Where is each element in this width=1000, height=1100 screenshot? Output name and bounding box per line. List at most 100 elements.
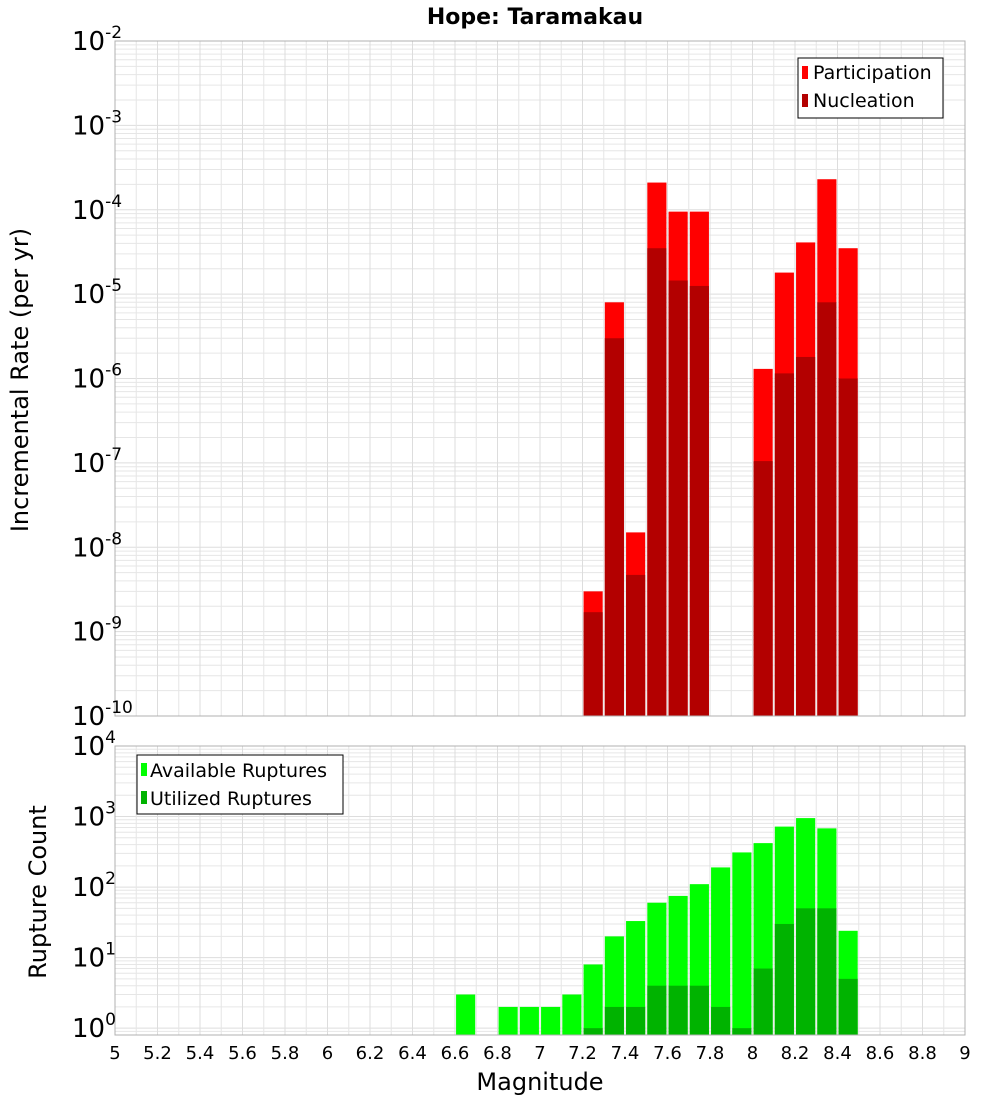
y-tick-base: 10	[72, 449, 105, 479]
y-tick-base: 10	[72, 1014, 105, 1044]
bar-available	[519, 1006, 539, 1035]
x-tick-label: 7	[534, 1043, 545, 1064]
bar-available	[498, 1006, 518, 1035]
y-tick-label: 100	[72, 1010, 116, 1044]
x-tick-label: 6.6	[441, 1043, 470, 1064]
top-plot-frame	[114, 40, 966, 717]
top-legend-box	[797, 57, 944, 119]
bar-nucleation	[668, 280, 688, 716]
top-bars	[583, 179, 858, 717]
bar-nucleation	[689, 285, 709, 716]
y-tick-base: 10	[72, 732, 105, 762]
y-tick-label: 10-9	[72, 614, 122, 648]
x-axis-label: Magnitude	[476, 1068, 603, 1096]
x-tick-label: 6	[322, 1043, 333, 1064]
y-tick-base: 10	[72, 27, 105, 57]
bar-utilized	[711, 1006, 731, 1035]
legend-swatch-participation	[802, 66, 808, 79]
y-tick-label: 101	[72, 940, 116, 974]
x-tick-label: 6.8	[483, 1043, 512, 1064]
x-tick-label: 5	[109, 1043, 120, 1064]
legend-label-nucleation: Nucleation	[813, 90, 915, 112]
bar-available	[583, 964, 603, 1035]
y-tick-label: 104	[72, 728, 116, 762]
bar-nucleation	[647, 248, 667, 717]
bar-nucleation	[753, 461, 773, 716]
top-y-axis-label: Incremental Rate (per yr)	[6, 228, 34, 532]
bar-nucleation	[604, 338, 624, 716]
bar-utilized	[796, 908, 816, 1035]
legend-swatch-utilized	[141, 791, 147, 804]
y-tick-exponent: 4	[105, 728, 116, 748]
y-tick-label: 10-4	[72, 192, 122, 226]
bar-available	[562, 994, 582, 1035]
y-tick-label: 10-10	[72, 698, 133, 732]
y-tick-label: 10-6	[72, 361, 122, 395]
legend-label-participation: Participation	[813, 62, 932, 84]
y-tick-base: 10	[72, 944, 105, 974]
legend-swatch-available	[141, 763, 147, 776]
x-tick-label: 7.4	[611, 1043, 640, 1064]
x-tick-label: 5.6	[228, 1043, 257, 1064]
y-tick-exponent: -10	[105, 698, 133, 718]
x-tick-label: 8	[747, 1043, 758, 1064]
bar-nucleation	[838, 378, 858, 716]
bottom-legend-box	[136, 754, 344, 815]
y-tick-base: 10	[72, 365, 105, 395]
y-tick-exponent: -2	[105, 23, 122, 43]
y-tick-base: 10	[72, 196, 105, 226]
y-tick-base: 10	[72, 533, 105, 563]
y-tick-exponent: -8	[105, 529, 122, 549]
y-tick-label: 103	[72, 799, 116, 833]
bottom-plot-frame	[114, 745, 966, 1036]
bar-utilized	[647, 985, 667, 1035]
y-tick-exponent: -5	[105, 276, 122, 296]
y-tick-label: 10-7	[72, 445, 122, 479]
y-tick-base: 10	[72, 111, 105, 141]
bar-nucleation	[774, 373, 794, 716]
x-tick-label: 8.8	[908, 1043, 937, 1064]
bar-utilized	[689, 985, 709, 1035]
bar-utilized	[817, 908, 837, 1035]
y-tick-base: 10	[72, 618, 105, 648]
chart-title: Hope: Taramakau	[427, 5, 643, 30]
bar-available	[456, 994, 476, 1035]
x-tick-label: 5.4	[186, 1043, 215, 1064]
x-tick-label: 7.8	[696, 1043, 725, 1064]
y-tick-exponent: -9	[105, 614, 122, 634]
bar-available	[711, 867, 731, 1035]
y-tick-base: 10	[72, 280, 105, 310]
bar-available	[626, 921, 646, 1035]
bottom-y-axis-label: Rupture Count	[24, 805, 52, 979]
y-tick-exponent: -3	[105, 107, 122, 127]
y-tick-base: 10	[72, 803, 105, 833]
legend-label-utilized: Utilized Ruptures	[150, 788, 312, 810]
x-ticks: 5 5.2 5.4 5.6 5.8 6 6.2 6.4 6.6 6.8 7 7.2 7.4 7.6 7.8 8…	[109, 1043, 970, 1064]
y-tick-base: 10	[72, 702, 105, 732]
y-tick-label: 10-2	[72, 23, 122, 57]
y-tick-exponent: -6	[105, 361, 122, 381]
legend-swatch-nucleation	[802, 94, 808, 107]
bar-utilized	[626, 1006, 646, 1035]
x-tick-label: 6.4	[398, 1043, 427, 1064]
bar-available	[541, 1006, 561, 1035]
x-tick-label: 9	[959, 1043, 970, 1064]
bar-utilized	[668, 985, 688, 1035]
y-tick-exponent: -4	[105, 192, 122, 212]
x-tick-label: 8.2	[781, 1043, 810, 1064]
y-tick-label: 10-3	[72, 107, 122, 141]
x-tick-label: 5.2	[143, 1043, 172, 1064]
x-tick-label: 8.4	[823, 1043, 852, 1064]
y-tick-exponent: -7	[105, 445, 122, 465]
bottom-legend: Available Ruptures Utilized Ruptures	[136, 754, 344, 815]
x-tick-label: 8.6	[866, 1043, 895, 1064]
y-tick-label: 10-8	[72, 529, 122, 563]
bar-available	[732, 852, 752, 1035]
bar-nucleation	[583, 612, 603, 716]
y-tick-base: 10	[72, 873, 105, 903]
bar-nucleation	[796, 356, 816, 716]
